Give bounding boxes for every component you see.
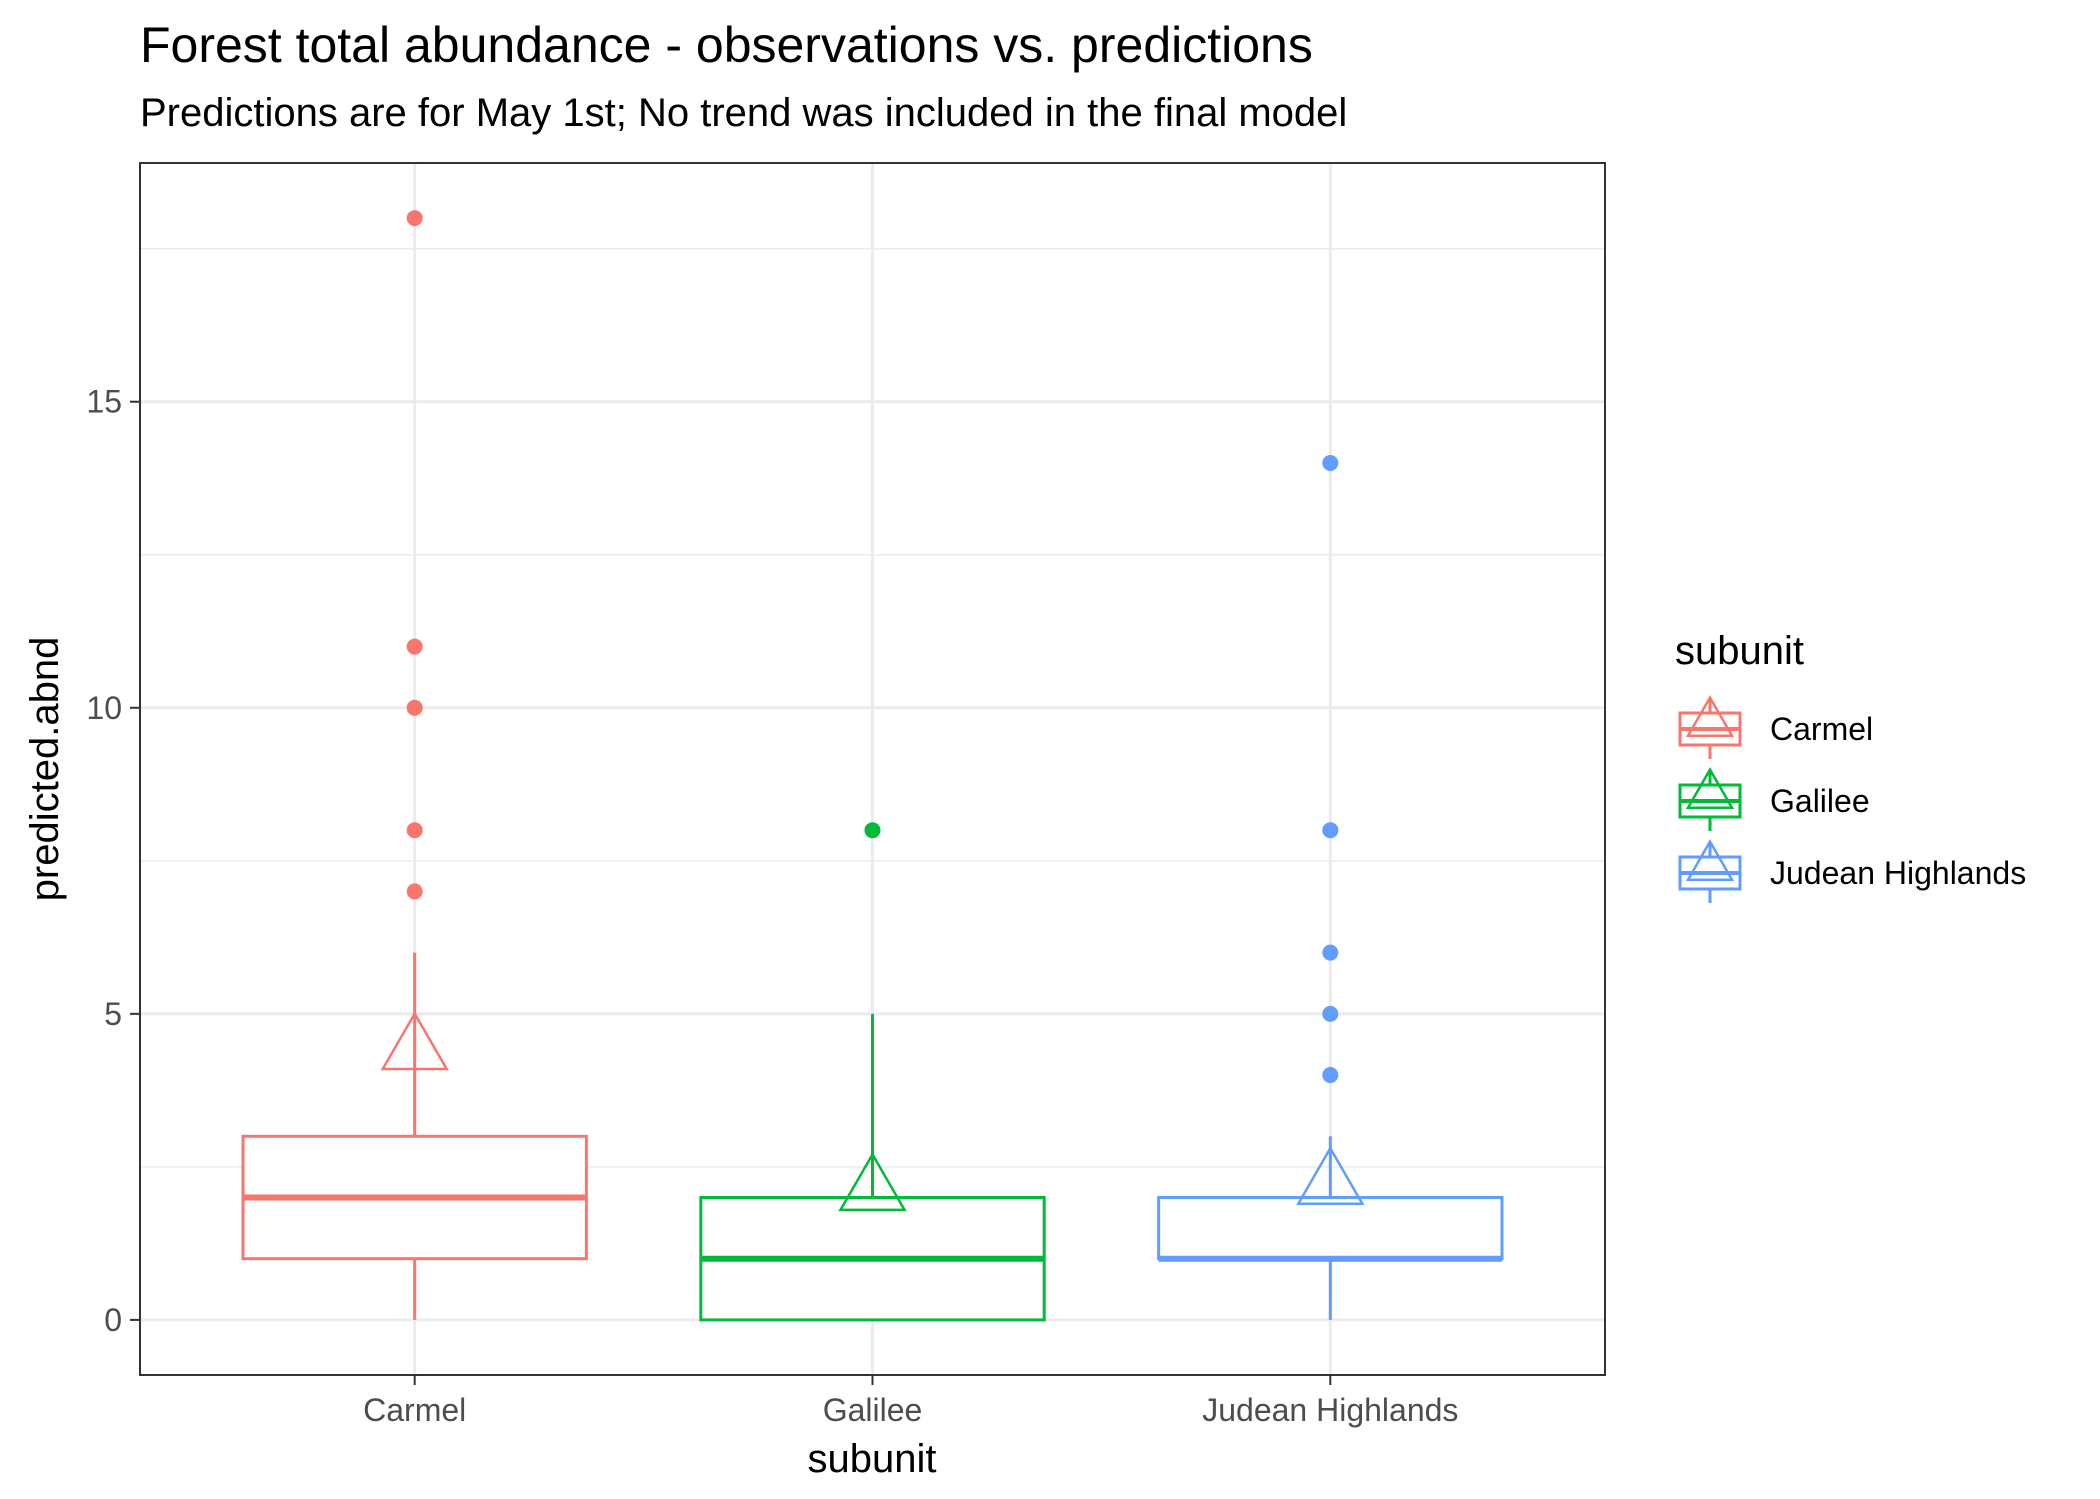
y-tick-label: 5	[104, 996, 122, 1032]
outlier-point	[406, 883, 423, 900]
boxplot-judean-highlands	[1157, 454, 1504, 1320]
boxplot-galilee	[699, 822, 1046, 1322]
axes: 0 5 10 15 Carmel Galilee Judean Highlands	[86, 384, 1458, 1428]
outlier-point	[1322, 944, 1339, 961]
x-tick-label: Judean Highlands	[1202, 1392, 1458, 1428]
outlier-point	[406, 210, 423, 227]
legend-key-triangle	[1685, 839, 1735, 881]
outlier-point	[406, 699, 423, 716]
legend-label: Carmel	[1770, 711, 1873, 747]
plot-panel	[139, 162, 1606, 1376]
y-tick-label: 0	[104, 1302, 122, 1338]
iqr-box	[1157, 1195, 1504, 1261]
outlier-point	[1322, 1005, 1339, 1022]
predicted-mean-marker	[380, 1011, 449, 1071]
chart-title: Forest total abundance - observations vs…	[140, 17, 1313, 73]
x-tick-label: Galilee	[823, 1392, 923, 1428]
outlier-point	[406, 638, 423, 655]
boxplot-carmel	[241, 210, 588, 1320]
outlier-point	[864, 822, 881, 839]
x-axis-title: subunit	[808, 1437, 937, 1481]
y-axis-title: predicted.abnd	[23, 637, 67, 902]
legend-key-triangle	[1685, 695, 1735, 737]
outlier-point	[1322, 822, 1339, 839]
x-tick-label: Carmel	[363, 1392, 466, 1428]
outlier-point	[1322, 1067, 1339, 1084]
legend-key-triangle	[1685, 767, 1735, 809]
legend-item-carmel: Carmel	[1678, 695, 1873, 759]
outlier-point	[1322, 454, 1339, 471]
legend: subunit Carmel Galilee Judean Highlands	[1675, 629, 2026, 903]
legend-item-judean-highlands: Judean Highlands	[1678, 839, 2026, 903]
y-tick-label: 15	[86, 384, 122, 420]
legend-label: Galilee	[1770, 783, 1870, 819]
predicted-mean-marker	[1296, 1145, 1365, 1205]
boxplots	[241, 210, 1504, 1322]
legend-title: subunit	[1675, 629, 1804, 673]
legend-label: Judean Highlands	[1770, 855, 2026, 891]
y-tick-label: 10	[86, 690, 122, 726]
chart-subtitle: Predictions are for May 1st; No trend wa…	[140, 91, 1347, 135]
predicted-mean-marker	[838, 1151, 907, 1212]
outlier-point	[406, 822, 423, 839]
legend-item-galilee: Galilee	[1678, 767, 1870, 831]
